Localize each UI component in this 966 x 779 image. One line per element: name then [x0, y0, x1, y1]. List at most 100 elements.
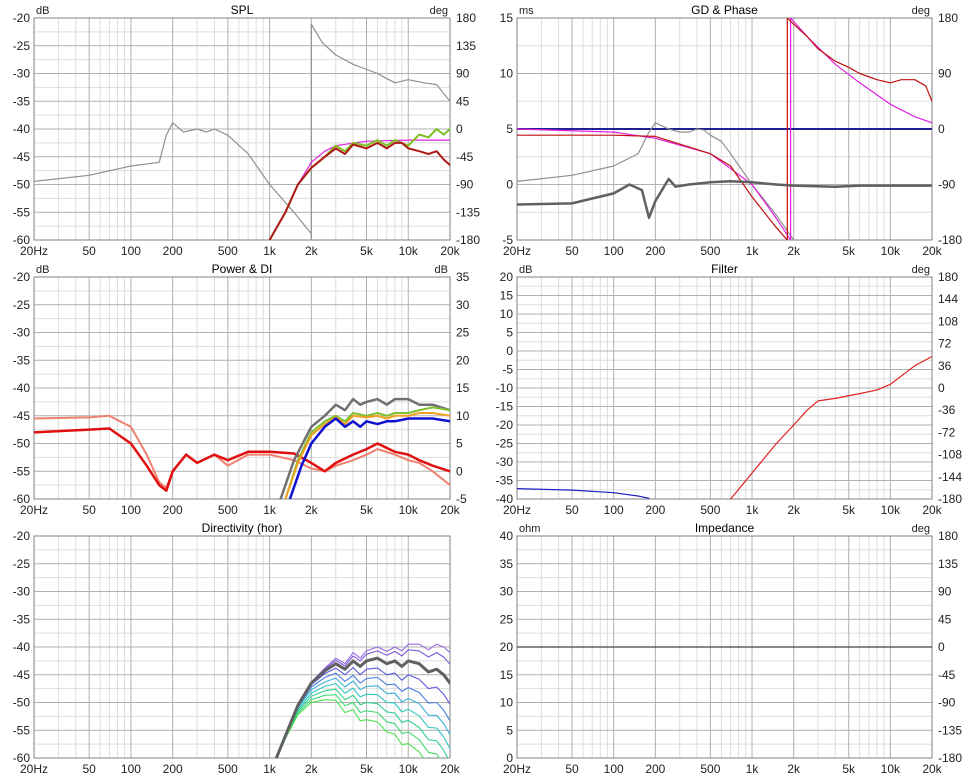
x-tick-label: 20k: [922, 244, 942, 258]
y-tick-label: -55: [13, 464, 31, 478]
grid: [516, 276, 933, 500]
y-tick-label: 0: [506, 344, 513, 358]
y-tick-label: -50: [13, 696, 31, 710]
y-tick-label: -35: [13, 94, 31, 108]
series-line: [275, 672, 450, 758]
x-tick-label: 5k: [842, 244, 856, 258]
chart-title: SPL: [231, 3, 254, 17]
y-tick-label: -5: [502, 363, 513, 377]
y-right-tick-label: 0: [938, 122, 945, 136]
y-tick-label: -40: [13, 122, 31, 136]
y-right-tick-label: 144: [938, 292, 958, 306]
y-right-tick-label: 72: [938, 337, 952, 351]
x-tick-label: 200: [163, 244, 183, 258]
series-line: [279, 397, 450, 499]
y-tick-label: 40: [500, 529, 514, 543]
x-tick-label: 10k: [399, 244, 419, 258]
x-tick-label: 1k: [746, 762, 760, 776]
y-tick-label: -15: [496, 400, 514, 414]
y-tick-label: -35: [13, 612, 31, 626]
y-right-tick-label: 135: [938, 557, 958, 571]
y-tick-label: 5: [506, 326, 513, 340]
y-tick-label: 0: [506, 751, 513, 765]
y-right-tick-label: 108: [938, 314, 958, 328]
y-tick-label: 15: [500, 668, 514, 682]
y-tick-label: 10: [500, 67, 514, 81]
y-right-tick-label: 35: [456, 270, 470, 284]
right-axis-unit: deg: [430, 5, 448, 17]
x-tick-label: 5k: [360, 762, 374, 776]
y-right-tick-label: -90: [938, 696, 956, 710]
x-tick-label: 100: [121, 244, 141, 258]
x-tick-label: 20Hz: [20, 762, 48, 776]
x-tick-label: 500: [700, 503, 720, 517]
series-line: [284, 406, 450, 499]
x-tick-label: 100: [604, 503, 624, 517]
x-tick-label: 50: [83, 762, 97, 776]
x-tick-label: 2k: [305, 503, 319, 517]
series-group: [34, 397, 450, 499]
x-tick-label: 500: [218, 244, 238, 258]
y-right-tick-label: 0: [938, 381, 945, 395]
x-tick-label: 20Hz: [20, 244, 48, 258]
x-tick-label: 100: [121, 503, 141, 517]
series-line: [517, 122, 795, 240]
y-right-tick-label: 180: [938, 529, 958, 543]
y-right-tick-label: 45: [456, 94, 470, 108]
x-tick-label: 1k: [746, 244, 760, 258]
x-tick-label: 500: [218, 762, 238, 776]
x-tick-label: 20k: [922, 503, 942, 517]
spl-chart: SPL dB deg 20Hz 50 100 200 500 1k 2k 5k 10k 20k -20 -2…: [13, 3, 481, 258]
series-line: [34, 427, 450, 492]
series-line: [34, 122, 312, 235]
x-tick-label: 2k: [305, 244, 319, 258]
y-right-tick-label: 90: [456, 67, 470, 81]
y-tick-label: -60: [13, 492, 31, 506]
directivity-chart: Directivity (hor) 20Hz 50 100 200 500 1k 2k 5k 10…: [13, 521, 461, 776]
chart-title: Directivity (hor): [202, 521, 283, 535]
left-axis-unit: dB: [519, 264, 532, 276]
series-line: [269, 139, 450, 240]
x-tick-label: 5k: [360, 503, 374, 517]
y-right-tick-label: 36: [938, 359, 952, 373]
x-tick-label: 200: [645, 762, 665, 776]
series-line: [268, 141, 450, 240]
y-tick-label: -35: [13, 353, 31, 367]
x-tick-label: 5k: [842, 762, 856, 776]
y-tick-label: -55: [13, 723, 31, 737]
series-line: [34, 414, 450, 489]
left-axis-unit: ohm: [519, 523, 540, 535]
x-tick-label: 5k: [842, 503, 856, 517]
chart-title: Impedance: [695, 521, 755, 535]
y-right-tick-label: -45: [456, 150, 474, 164]
x-tick-label: 1k: [263, 762, 277, 776]
y-right-tick-label: 25: [456, 326, 470, 340]
x-tick-label: 500: [218, 503, 238, 517]
y-right-tick-label: -180: [938, 751, 962, 765]
y-right-tick-label: 180: [456, 11, 476, 25]
y-tick-label: -50: [13, 437, 31, 451]
y-tick-label: -30: [496, 455, 514, 469]
y-right-tick-label: 90: [938, 67, 952, 81]
series-line: [517, 177, 932, 220]
plot-frame: [33, 535, 451, 759]
right-axis-unit: deg: [912, 264, 930, 276]
series-line: [275, 677, 450, 758]
y-tick-label: -10: [496, 381, 514, 395]
y-right-tick-label: 0: [938, 640, 945, 654]
chart-title: GD & Phase: [691, 3, 758, 17]
series-group: [517, 355, 932, 499]
x-tick-label: 10k: [399, 503, 419, 517]
series-group: [517, 18, 932, 240]
y-tick-label: 5: [506, 122, 513, 136]
y-tick-label: -40: [13, 640, 31, 654]
grid: [33, 276, 451, 500]
series-line: [517, 18, 932, 240]
y-right-tick-label: -108: [938, 448, 962, 462]
y-tick-label: -45: [13, 668, 31, 682]
y-right-tick-label: -180: [938, 492, 962, 506]
x-tick-label: 50: [565, 503, 579, 517]
